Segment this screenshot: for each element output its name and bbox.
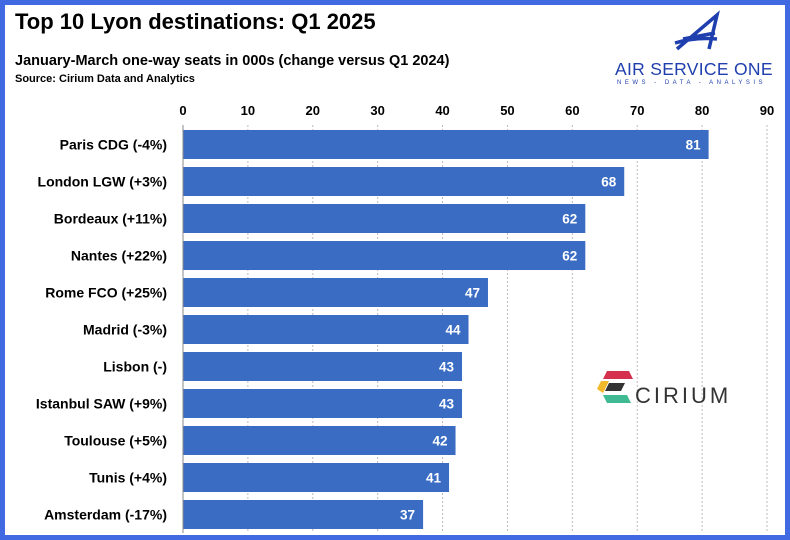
category-label: Nantes (+22%) — [71, 248, 167, 264]
data-label: 43 — [439, 397, 455, 412]
bar — [183, 426, 456, 455]
x-tick-label: 70 — [630, 103, 644, 118]
cirium-wordmark: CIRIUM — [635, 383, 732, 408]
chart-subtitle: January-March one-way seats in 000s (cha… — [15, 53, 450, 69]
bar — [183, 204, 586, 233]
bar — [183, 278, 488, 307]
category-label: Madrid (-3%) — [83, 322, 167, 338]
data-label: 47 — [465, 286, 480, 301]
bar — [183, 241, 586, 270]
category-label: London LGW (+3%) — [38, 174, 167, 190]
air-service-one-logo: AIR SERVICE ONE NEWS - DATA - ANALYSIS — [605, 9, 780, 89]
data-label: 43 — [439, 360, 455, 375]
x-tick-label: 20 — [306, 103, 320, 118]
x-tick-label: 0 — [179, 103, 186, 118]
category-label: Bordeaux (+11%) — [54, 211, 167, 227]
cirium-logo: CIRIUM — [597, 363, 742, 413]
x-tick-label: 80 — [695, 103, 709, 118]
data-label: 41 — [426, 471, 442, 486]
plane-a-icon — [674, 10, 720, 51]
category-label: Rome FCO (+25%) — [45, 285, 167, 301]
logo-name: AIR SERVICE ONE — [615, 59, 773, 79]
data-label: 62 — [562, 212, 577, 227]
category-label: Tunis (+4%) — [89, 470, 167, 486]
x-tick-label: 30 — [370, 103, 384, 118]
data-label: 44 — [445, 323, 461, 338]
bar — [183, 500, 424, 529]
category-label: Toulouse (+5%) — [64, 433, 167, 449]
category-label: Lisbon (-) — [103, 359, 167, 375]
data-label: 81 — [686, 138, 702, 153]
bar — [183, 463, 450, 492]
chart-source: Source: Cirium Data and Analytics — [15, 73, 195, 85]
x-tick-label: 50 — [500, 103, 514, 118]
category-label: Amsterdam (-17%) — [44, 507, 167, 523]
data-label: 37 — [400, 508, 415, 523]
bar — [183, 352, 463, 381]
category-label: Istanbul SAW (+9%) — [36, 396, 167, 412]
x-tick-label: 10 — [241, 103, 255, 118]
data-label: 62 — [562, 249, 577, 264]
x-tick-label: 40 — [435, 103, 449, 118]
category-label: Paris CDG (-4%) — [60, 137, 167, 153]
logo-tagline: NEWS - DATA - ANALYSIS — [617, 80, 767, 86]
data-label: 68 — [601, 175, 617, 190]
cirium-mark-icon — [597, 371, 633, 403]
bar — [183, 389, 463, 418]
x-tick-label: 60 — [565, 103, 579, 118]
data-label: 42 — [433, 434, 448, 449]
bar — [183, 130, 709, 159]
bar-chart: 0 10 20 30 40 50 60 70 80 90 81 Paris CDG (-4%) 68 Lo… — [36, 103, 774, 533]
bar — [183, 315, 469, 344]
x-tick-label: 90 — [760, 103, 774, 118]
chart-title: Top 10 Lyon destinations: Q1 2025 — [15, 9, 376, 34]
bar — [183, 167, 625, 196]
